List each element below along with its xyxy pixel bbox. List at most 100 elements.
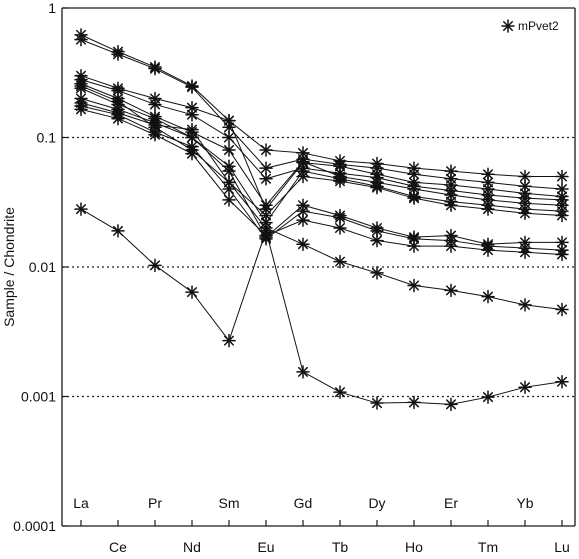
data-point [481, 202, 495, 216]
data-point [370, 180, 384, 195]
series [74, 102, 569, 262]
legend: mPvet2 [501, 19, 559, 33]
series-line [80, 208, 563, 405]
data-point [555, 302, 569, 317]
data-point [259, 208, 273, 223]
x-tick-label: Eu [257, 539, 274, 555]
data-point [259, 143, 273, 157]
x-tick-label: La [73, 495, 89, 511]
series-group [74, 28, 569, 412]
data-point [370, 396, 384, 410]
data-point [111, 224, 125, 238]
data-point [407, 395, 421, 410]
legend-label: mPvet2 [518, 19, 559, 33]
data-point [296, 365, 310, 379]
data-point [111, 94, 125, 109]
data-point [518, 380, 532, 394]
data-point [185, 80, 199, 94]
gridlines [62, 136, 575, 398]
data-point [518, 206, 532, 221]
series [74, 202, 569, 412]
data-point [370, 233, 384, 248]
data-point [444, 198, 458, 212]
data-point [185, 285, 199, 299]
data-point [407, 191, 421, 205]
data-point [407, 239, 421, 253]
data-point [259, 172, 273, 186]
data-point [74, 202, 88, 216]
data-point [185, 107, 199, 122]
series [74, 72, 569, 207]
legend-asterisk [501, 19, 515, 33]
data-point [444, 283, 458, 298]
x-tick-label: Sm [219, 495, 240, 511]
data-point [481, 289, 495, 304]
data-point [148, 258, 162, 273]
x-tick-label: Tb [332, 539, 349, 555]
x-tick-label: Nd [183, 539, 201, 555]
y-tick-label: 1 [48, 0, 56, 16]
data-point [296, 169, 310, 184]
data-point [333, 385, 347, 399]
data-point [222, 164, 236, 178]
data-point [518, 245, 532, 259]
data-point [296, 213, 310, 227]
data-point [222, 130, 236, 145]
x-tick-label: Pr [148, 495, 162, 511]
data-point [555, 374, 569, 389]
x-ticks: La Ce Pr Nd Sm Eu Gd Tb Dy Ho Er Tm Yb Lu [73, 495, 570, 555]
series [74, 96, 569, 223]
data-point [518, 298, 532, 312]
data-point [222, 113, 236, 128]
data-point [444, 397, 458, 412]
data-point [444, 239, 458, 253]
x-tick-label: Ce [109, 539, 127, 555]
data-point [481, 243, 495, 257]
series [74, 68, 569, 216]
data-point [222, 175, 236, 190]
x-tick-label: Dy [368, 495, 385, 511]
data-point [222, 333, 236, 348]
series-line [80, 79, 563, 201]
series [74, 79, 569, 317]
data-point [185, 143, 199, 157]
data-point [481, 390, 495, 404]
data-point [555, 169, 569, 184]
x-tick-label: Tm [478, 539, 498, 555]
data-point [333, 174, 347, 188]
data-point [333, 254, 347, 269]
y-tick-label: 0.01 [29, 259, 56, 275]
data-point [407, 278, 421, 293]
y-tick-label: 0.1 [37, 130, 57, 146]
legend-marker-icon [501, 19, 515, 33]
data-point [74, 79, 88, 93]
data-point [148, 61, 162, 76]
x-tick-label: Gd [294, 495, 313, 511]
data-point [259, 224, 273, 238]
x-tick-label: Lu [554, 539, 570, 555]
data-point [222, 143, 236, 157]
y-tick-label: 0.001 [21, 389, 56, 405]
x-tick-label: Ho [405, 539, 423, 555]
data-point [555, 208, 569, 223]
y-tick-label: 0.0001 [13, 518, 56, 534]
data-point [370, 224, 384, 238]
data-point [111, 111, 125, 126]
data-point [555, 235, 569, 250]
data-point [333, 221, 347, 235]
x-tick-label: Yb [516, 495, 533, 511]
data-point [148, 120, 162, 134]
data-point [111, 47, 125, 61]
series [74, 28, 569, 184]
series-line [80, 85, 563, 310]
data-point [296, 237, 310, 251]
data-point [74, 32, 88, 47]
y-axis-title: Sample / Chondrite [1, 207, 17, 327]
data-point [555, 247, 569, 262]
data-point [74, 102, 88, 117]
series-line [80, 98, 562, 245]
data-point [370, 266, 384, 280]
data-point [222, 193, 236, 207]
y-ticks: 1 0.1 0.01 0.001 0.0001 [13, 0, 68, 534]
